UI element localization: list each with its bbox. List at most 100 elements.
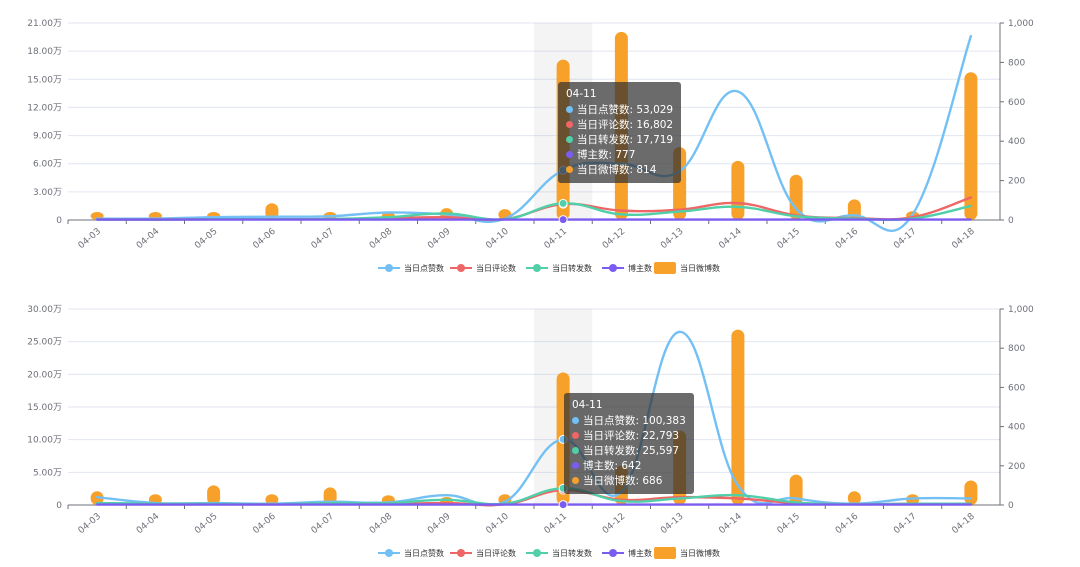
legend-label: 当日点赞数 (404, 263, 444, 273)
series-point (558, 198, 568, 208)
x-tick-label: 04-08 (368, 511, 395, 536)
tooltip-row: 博主数: 642 (572, 459, 686, 474)
x-tick-label: 04-15 (776, 227, 802, 251)
legend-dot-icon (385, 549, 393, 557)
tooltip-top: 04-11 当日点赞数: 53,029 当日评论数: 16,802 当日转发数:… (558, 82, 682, 183)
tooltip-row: 当日点赞数: 53,029 (566, 103, 673, 118)
tooltip-title: 04-11 (572, 399, 603, 411)
tooltip-row: 当日微博数: 814 (566, 163, 673, 178)
y-right-tick-label: 800 (1008, 344, 1025, 354)
y-left-tick-label: 3.00万 (33, 188, 62, 198)
bar (789, 174, 803, 220)
legend-dot-icon (609, 264, 617, 272)
x-tick-label: 04-07 (310, 512, 336, 536)
x-tick-label: 04-16 (834, 511, 861, 536)
bar (265, 494, 279, 505)
legend-label: 当日点赞数 (404, 548, 444, 558)
x-tick-label: 04-08 (368, 226, 395, 251)
legend-dot-icon (533, 264, 541, 272)
series-dot-icon (566, 120, 573, 128)
x-tick-label: 04-11 (543, 512, 569, 536)
x-tick-label: 04-13 (659, 227, 685, 251)
bar (964, 480, 978, 505)
y-right-tick-label: 200 (1008, 177, 1025, 187)
tooltip-row: 当日微博数: 686 (572, 474, 686, 489)
y-right-tick-label: 400 (1008, 423, 1025, 433)
x-tick-label: 04-06 (251, 511, 278, 536)
tooltip-row: 当日点赞数: 100,383 (572, 414, 686, 429)
y-left-tick-label: 5.00万 (33, 468, 62, 478)
series-dot-icon (566, 135, 573, 143)
x-tick-label: 04-16 (834, 226, 861, 251)
bar (207, 485, 221, 505)
chart-panel-top: 0 3.00万 6.00万 9.00万 12.00万 15.00万 18.00万 21.00万… (0, 0, 1080, 283)
series-dot-icon (572, 416, 579, 424)
y-left-tick-label: 15.00万 (27, 403, 62, 413)
x-tick-label: 04-11 (543, 227, 569, 251)
y-right-tick-label: 200 (1008, 462, 1025, 472)
tooltip-row: 博主数: 777 (566, 148, 673, 163)
series-dot-icon (566, 150, 573, 158)
x-tick-label: 04-18 (950, 226, 977, 251)
x-tick-label: 04-03 (77, 512, 103, 536)
x-tick-label: 04-15 (776, 512, 802, 536)
x-tick-label: 04-14 (717, 226, 744, 251)
y-right-tick-label: 1,000 (1008, 305, 1034, 315)
legend-label: 当日微博数 (680, 548, 720, 558)
legend-label: 当日评论数 (476, 548, 516, 558)
tooltip-row: 当日评论数: 16,802 (566, 118, 673, 133)
legend-bar-icon (654, 547, 676, 559)
y-right-tick-label: 600 (1008, 98, 1025, 108)
tooltip-comments: 当日评论数: 16,802 (577, 119, 674, 131)
series-dot-icon (572, 431, 579, 439)
legend-label: 当日微博数 (680, 263, 720, 273)
tooltip-comments: 当日评论数: 22,793 (583, 430, 680, 442)
y-left-tick-label: 20.00万 (27, 370, 62, 380)
x-tick-label: 04-05 (193, 227, 219, 251)
y-right-tick-label: 0 (1008, 216, 1014, 226)
tooltip-row: 当日评论数: 22,793 (572, 429, 686, 444)
combo-chart-bottom: 0 5.00万 10.00万 15.00万 20.00万 25.00万 30.00万 0 200… (27, 305, 1034, 559)
tooltip-posts: 当日微博数: 686 (583, 475, 663, 487)
x-tick-label: 04-06 (251, 226, 278, 251)
x-tick-label: 04-12 (601, 512, 627, 536)
series-dot-icon (572, 461, 579, 469)
bar (731, 329, 745, 505)
x-tick-label: 04-12 (601, 227, 627, 251)
combo-chart-top: 0 3.00万 6.00万 9.00万 12.00万 15.00万 18.00万 21.00万… (27, 19, 1034, 274)
x-tick-label: 04-17 (892, 512, 918, 536)
x-tick-label: 04-18 (950, 511, 977, 536)
tooltip-reposts: 当日转发数: 25,597 (583, 445, 680, 457)
tooltip-likes: 当日点赞数: 100,383 (583, 415, 686, 427)
legend-label: 博主数 (628, 548, 652, 558)
x-tick-label: 04-10 (484, 226, 511, 251)
series-point (558, 215, 568, 225)
legend-dot-icon (385, 264, 393, 272)
x-tick-label: 04-13 (659, 512, 685, 536)
legend-dot-icon (457, 264, 465, 272)
tooltip-bloggers: 博主数: 642 (583, 460, 642, 472)
tooltip-bottom: 04-11 当日点赞数: 100,383 当日评论数: 22,793 当日转发数… (564, 393, 694, 494)
tooltip-posts: 当日微博数: 814 (577, 164, 657, 176)
y-left-tick-label: 9.00万 (33, 132, 62, 142)
x-tick-label: 04-05 (193, 512, 219, 536)
series-dot-icon (572, 446, 579, 454)
x-tick-label: 04-09 (426, 226, 453, 251)
legend-bar-icon (654, 262, 676, 274)
series-point (558, 500, 568, 510)
legend-dot-icon (457, 549, 465, 557)
bar (847, 491, 861, 505)
chart-panel-bottom: 0 5.00万 10.00万 15.00万 20.00万 25.00万 30.00万 0 200… (0, 283, 1080, 567)
y-right-tick-label: 800 (1008, 58, 1025, 68)
y-left-tick-label: 0 (56, 216, 62, 226)
y-left-tick-label: 21.00万 (27, 19, 62, 29)
y-left-tick-label: 0 (56, 501, 62, 511)
y-right-tick-label: 1,000 (1008, 19, 1034, 29)
tooltip-likes: 当日点赞数: 53,029 (577, 104, 674, 116)
x-tick-label: 04-04 (135, 226, 162, 251)
series-dot-icon (566, 165, 573, 173)
bar (789, 474, 803, 505)
x-tick-label: 04-10 (484, 511, 511, 536)
legend-label: 博主数 (628, 263, 652, 273)
tooltip-row: 当日转发数: 25,597 (572, 444, 686, 459)
